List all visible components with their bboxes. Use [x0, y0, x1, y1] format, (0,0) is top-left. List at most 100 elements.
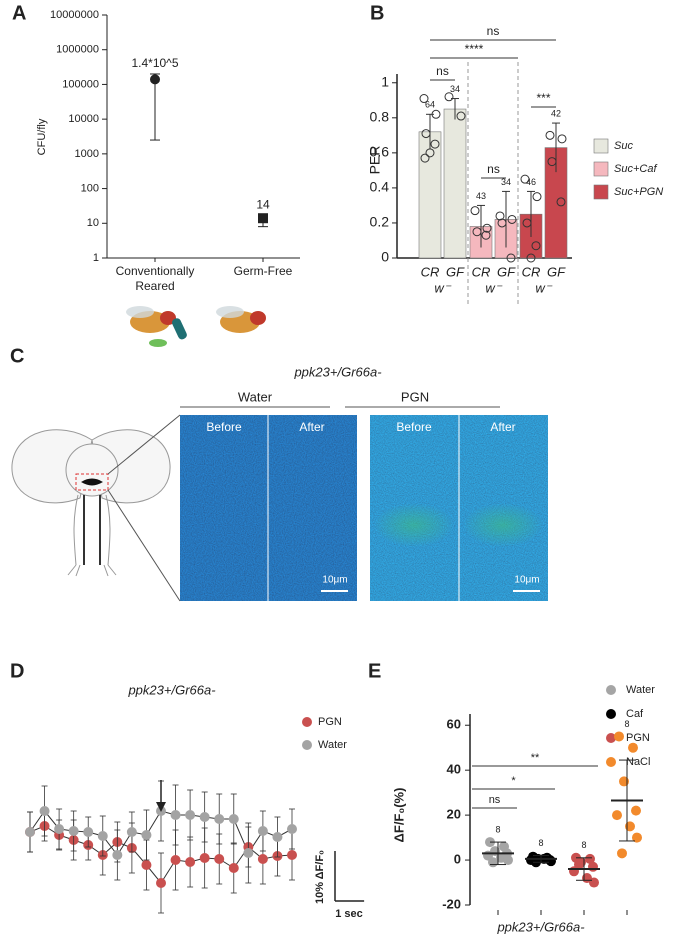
scale-bar-label: 10% ΔF/F₀ — [314, 850, 326, 904]
y-tick-label: 1000000 — [56, 44, 99, 56]
data-point — [522, 218, 532, 228]
data-point — [472, 227, 482, 237]
data-point — [199, 853, 210, 863]
chart-title: ppk23+/Gr66a- — [127, 682, 216, 697]
data-point — [488, 857, 498, 868]
data-point — [25, 827, 35, 837]
data-point — [170, 855, 181, 865]
data-point — [531, 241, 541, 251]
data-point — [631, 805, 641, 816]
y-tick-label: 0.8 — [370, 109, 390, 125]
data-point — [185, 857, 196, 867]
y-tick-label: 0.6 — [370, 144, 390, 160]
scale-bar-label: 10μm — [514, 575, 539, 586]
data-point — [532, 192, 542, 202]
data-point — [470, 206, 480, 216]
legend-marker — [606, 685, 616, 695]
data-point — [39, 806, 50, 816]
x-tick-label: GF — [446, 264, 465, 279]
panel-label: D — [10, 660, 24, 682]
x-tick-label: CR — [421, 264, 440, 279]
frame-label: After — [299, 420, 324, 434]
data-point — [421, 129, 431, 139]
data-point — [425, 148, 435, 158]
x-tick-label: GF — [497, 264, 516, 279]
data-point — [156, 878, 166, 888]
y-tick-label: 20 — [447, 807, 461, 822]
marker — [258, 213, 268, 224]
data-point — [481, 230, 491, 240]
significance-label: ns — [487, 24, 500, 38]
data-point — [503, 855, 513, 866]
legend-swatch — [593, 138, 609, 154]
data-point — [214, 854, 225, 864]
legend-label: Caf — [626, 708, 644, 720]
data-point — [556, 197, 566, 207]
n-label: 8 — [581, 840, 586, 850]
data-point — [287, 824, 297, 834]
y-axis-label: CFU/fly — [36, 118, 48, 155]
legend-marker — [606, 733, 616, 743]
data-point — [506, 253, 516, 263]
frame-label: Before — [396, 420, 432, 434]
data-point — [585, 853, 595, 864]
data-point — [185, 810, 196, 820]
significance-label: * — [511, 775, 516, 787]
data-point — [272, 832, 283, 842]
legend-label: Suc — [614, 140, 633, 152]
significance-label: ns — [436, 64, 449, 78]
data-point — [257, 854, 268, 864]
legend-marker — [302, 740, 312, 750]
data-point — [557, 134, 567, 144]
legend-label: Suc+Caf — [614, 163, 657, 175]
n-label: 43 — [476, 191, 486, 201]
y-tick-label: 0.2 — [370, 214, 390, 230]
data-point — [547, 157, 557, 167]
roi-box — [75, 473, 109, 491]
legend-label: Water — [626, 684, 655, 696]
data-point — [545, 130, 555, 140]
data-point — [430, 139, 440, 149]
y-tick-label: 1 — [93, 252, 99, 264]
data-point — [632, 832, 642, 843]
fly-illustration — [126, 306, 187, 347]
data-point — [612, 810, 622, 821]
frame-label: Before — [206, 420, 242, 434]
value-label: 1.4*10^5 — [131, 56, 178, 70]
legend-label: Suc+PGN — [614, 186, 663, 198]
data-point — [588, 861, 598, 872]
data-point — [520, 174, 530, 184]
data-point — [614, 731, 624, 742]
legend-swatch — [593, 184, 609, 200]
y-tick-label: 10000000 — [50, 9, 99, 21]
scale-bar-label: 10μm — [322, 575, 347, 586]
data-point — [126, 827, 137, 837]
y-tick-label: 1000 — [75, 148, 99, 160]
data-point — [112, 850, 123, 860]
n-label: 34 — [450, 84, 460, 94]
data-point — [54, 824, 65, 834]
y-tick-label: 10000 — [68, 113, 99, 125]
group-label: w⁻ — [485, 280, 502, 295]
data-point — [574, 859, 584, 870]
y-tick-label: 40 — [447, 762, 461, 777]
significance-label: ns — [489, 794, 501, 806]
x-tick-label: Germ-Free — [234, 264, 293, 278]
signal-glow — [374, 503, 454, 547]
bar — [418, 131, 442, 259]
n-label: 42 — [551, 108, 561, 118]
data-point — [497, 218, 507, 228]
y-tick-label: -20 — [442, 896, 461, 911]
n-label: 34 — [501, 177, 511, 187]
legend-marker — [606, 757, 616, 767]
data-point — [228, 863, 239, 873]
data-point — [97, 831, 108, 841]
x-tick-label: Conventionally Reared — [116, 264, 195, 293]
data-point — [419, 94, 429, 104]
condition-label: PGN — [401, 389, 429, 404]
n-label: 8 — [538, 838, 543, 848]
data-point — [199, 812, 210, 822]
panel-label: B — [370, 2, 384, 24]
data-point — [141, 860, 152, 870]
